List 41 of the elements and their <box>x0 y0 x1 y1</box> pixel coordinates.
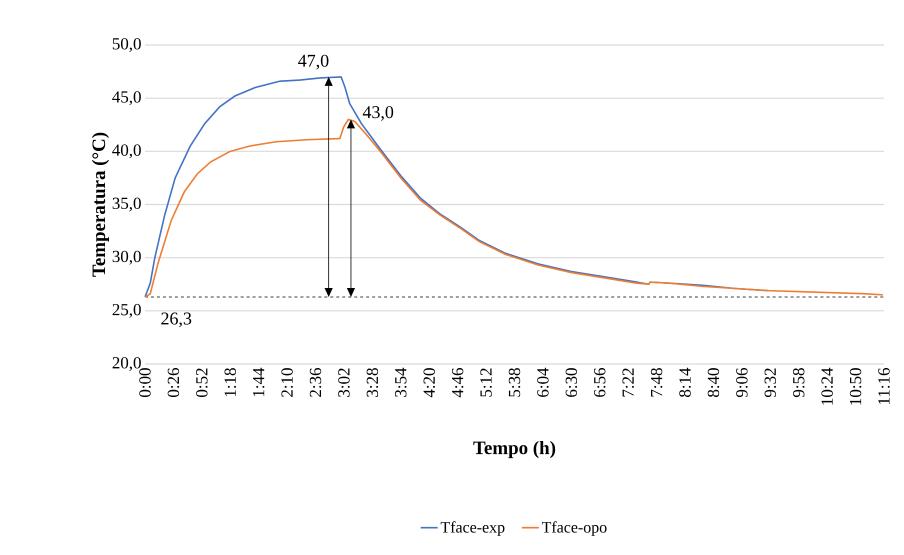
x-tick-label: 10:24 <box>821 368 833 405</box>
y-tick-label: 30,0 <box>112 250 141 265</box>
x-tick-label: 6:04 <box>537 368 549 397</box>
x-tick-label: 9:06 <box>736 368 748 398</box>
y-tick-label: 45,0 <box>112 91 141 106</box>
x-tick-label: 4:20 <box>423 368 435 398</box>
legend-label: Tface-exp <box>440 521 504 536</box>
x-tick-label: 5:12 <box>480 368 492 397</box>
x-tick-label: 6:56 <box>594 368 606 397</box>
x-tick-label: 3:28 <box>366 368 378 397</box>
x-tick-label: 4:46 <box>452 368 464 398</box>
x-tick-label: 7:48 <box>650 368 662 397</box>
x-tick-label: 6:30 <box>566 368 578 397</box>
y-axis-title: Temperatura (°C) <box>92 132 110 277</box>
x-axis-title: Tempo (h) <box>473 440 556 458</box>
y-tick-label: 40,0 <box>112 144 141 158</box>
x-tick-label: 9:58 <box>792 368 804 398</box>
x-tick-label: 2:36 <box>310 368 322 397</box>
x-tick-label: 0:26 <box>168 368 180 397</box>
x-tick-label: 11:16 <box>878 368 890 404</box>
x-tick-label: 0:52 <box>196 368 208 397</box>
x-tick-label: 5:38 <box>508 368 520 397</box>
x-tick-label: 10:50 <box>850 368 862 405</box>
x-tick-label: 1:44 <box>252 368 264 396</box>
y-tick-label: 50,0 <box>112 38 141 52</box>
annotation: 47,0 <box>298 54 328 70</box>
x-tick-label: 0:00 <box>139 368 151 397</box>
x-tick-label: 9:32 <box>764 368 776 398</box>
x-tick-label: 1:18 <box>224 368 236 396</box>
x-tick-label: 2:10 <box>281 368 293 397</box>
x-tick-label: 3:54 <box>395 368 407 397</box>
x-tick-label: 3:02 <box>338 368 350 397</box>
x-tick-label: 8:40 <box>708 368 720 397</box>
ref-line-label: 26,3 <box>161 312 192 328</box>
y-tick-label: 25,0 <box>112 304 141 318</box>
y-tick-label: 20,0 <box>112 357 141 371</box>
legend-label: Tface-opo <box>542 521 607 536</box>
annotation: 43,0 <box>362 106 394 121</box>
x-tick-label: 8:14 <box>679 368 691 397</box>
x-tick-label: 7:22 <box>622 368 634 397</box>
y-tick-label: 35,0 <box>112 198 141 212</box>
